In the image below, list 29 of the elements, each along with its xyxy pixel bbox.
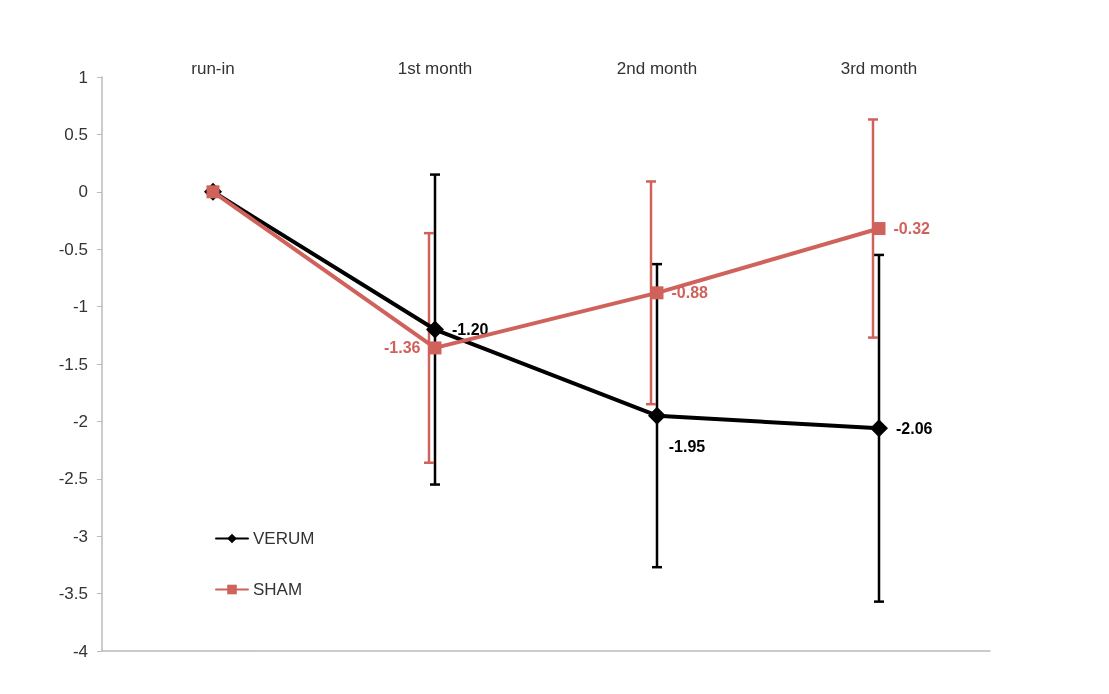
- point: [426, 320, 444, 339]
- y-tick-label: -3: [72, 526, 88, 546]
- y-tick-label: 0: [78, 182, 88, 202]
- legend-label: VERUM: [253, 529, 315, 548]
- y-tick-label: -0.5: [58, 239, 88, 259]
- x-tick-label: 2nd month: [616, 59, 698, 78]
- x-tick-label: 1st month: [397, 59, 473, 78]
- data-label: -1.95: [668, 438, 706, 456]
- y-tick-label: -1.5: [58, 354, 88, 374]
- y-tick-label: 1: [78, 67, 88, 87]
- y-tick-label: -2: [72, 411, 88, 431]
- data-label: -2.06: [896, 419, 933, 437]
- point: [872, 222, 886, 236]
- data-label: -1.20: [452, 321, 489, 339]
- data-label: -0.88: [671, 284, 709, 302]
- y-tick-label: -1: [72, 297, 88, 317]
- y-tick-label: -2.5: [58, 469, 88, 489]
- legend-label: SHAM: [253, 580, 303, 599]
- data-label: -0.32: [893, 220, 931, 238]
- point: [870, 419, 888, 438]
- point: [648, 406, 666, 425]
- point: [650, 286, 664, 300]
- x-tick-label: run-in: [191, 59, 235, 78]
- y-tick-label: -4: [72, 641, 88, 661]
- y-tick-label: 0.5: [64, 124, 88, 144]
- x-tick-label: 3rd month: [840, 59, 918, 78]
- data-label: -1.36: [384, 339, 421, 357]
- point: [428, 341, 442, 355]
- y-tick-label: -3.5: [58, 584, 88, 604]
